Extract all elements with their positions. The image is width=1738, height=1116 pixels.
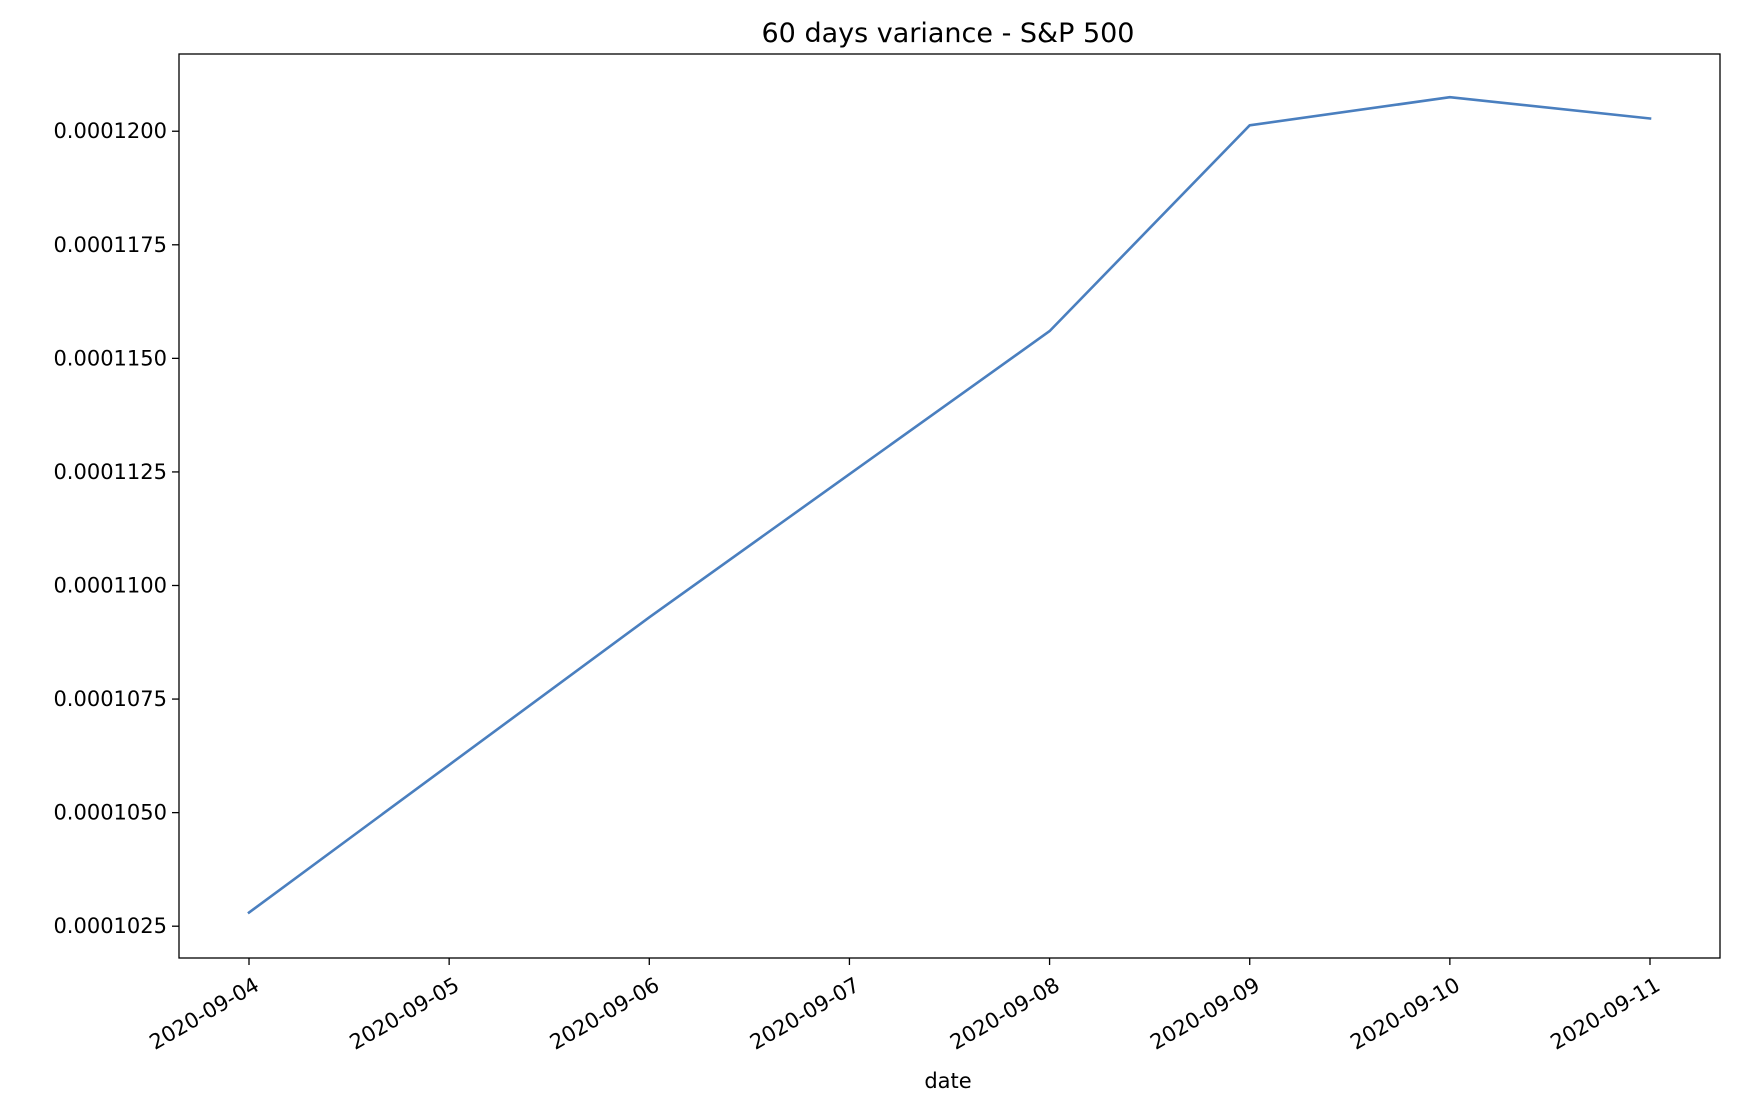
y-tick-label: 0.0001150 [53,346,167,370]
y-tick-label: 0.0001200 [53,119,167,143]
y-tick-label: 0.0001050 [53,801,167,825]
chart-title: 60 days variance - S&P 500 [762,18,1135,49]
series-line [247,95,1652,915]
y-tick-label: 0.0001075 [53,687,167,711]
plot-frame [178,53,1721,959]
y-tick-label: 0.0001100 [53,573,167,597]
y-tick-label: 0.0001125 [53,460,167,484]
y-tick-label: 0.0001175 [53,233,167,257]
series-layer [247,95,1652,915]
x-axis-label: date [924,1069,971,1093]
y-axis-ticks: 0.0001025 0.0001050 0.0001075 0.0001100 0.00… [53,119,179,938]
y-tick-label: 0.0001025 [53,914,167,938]
